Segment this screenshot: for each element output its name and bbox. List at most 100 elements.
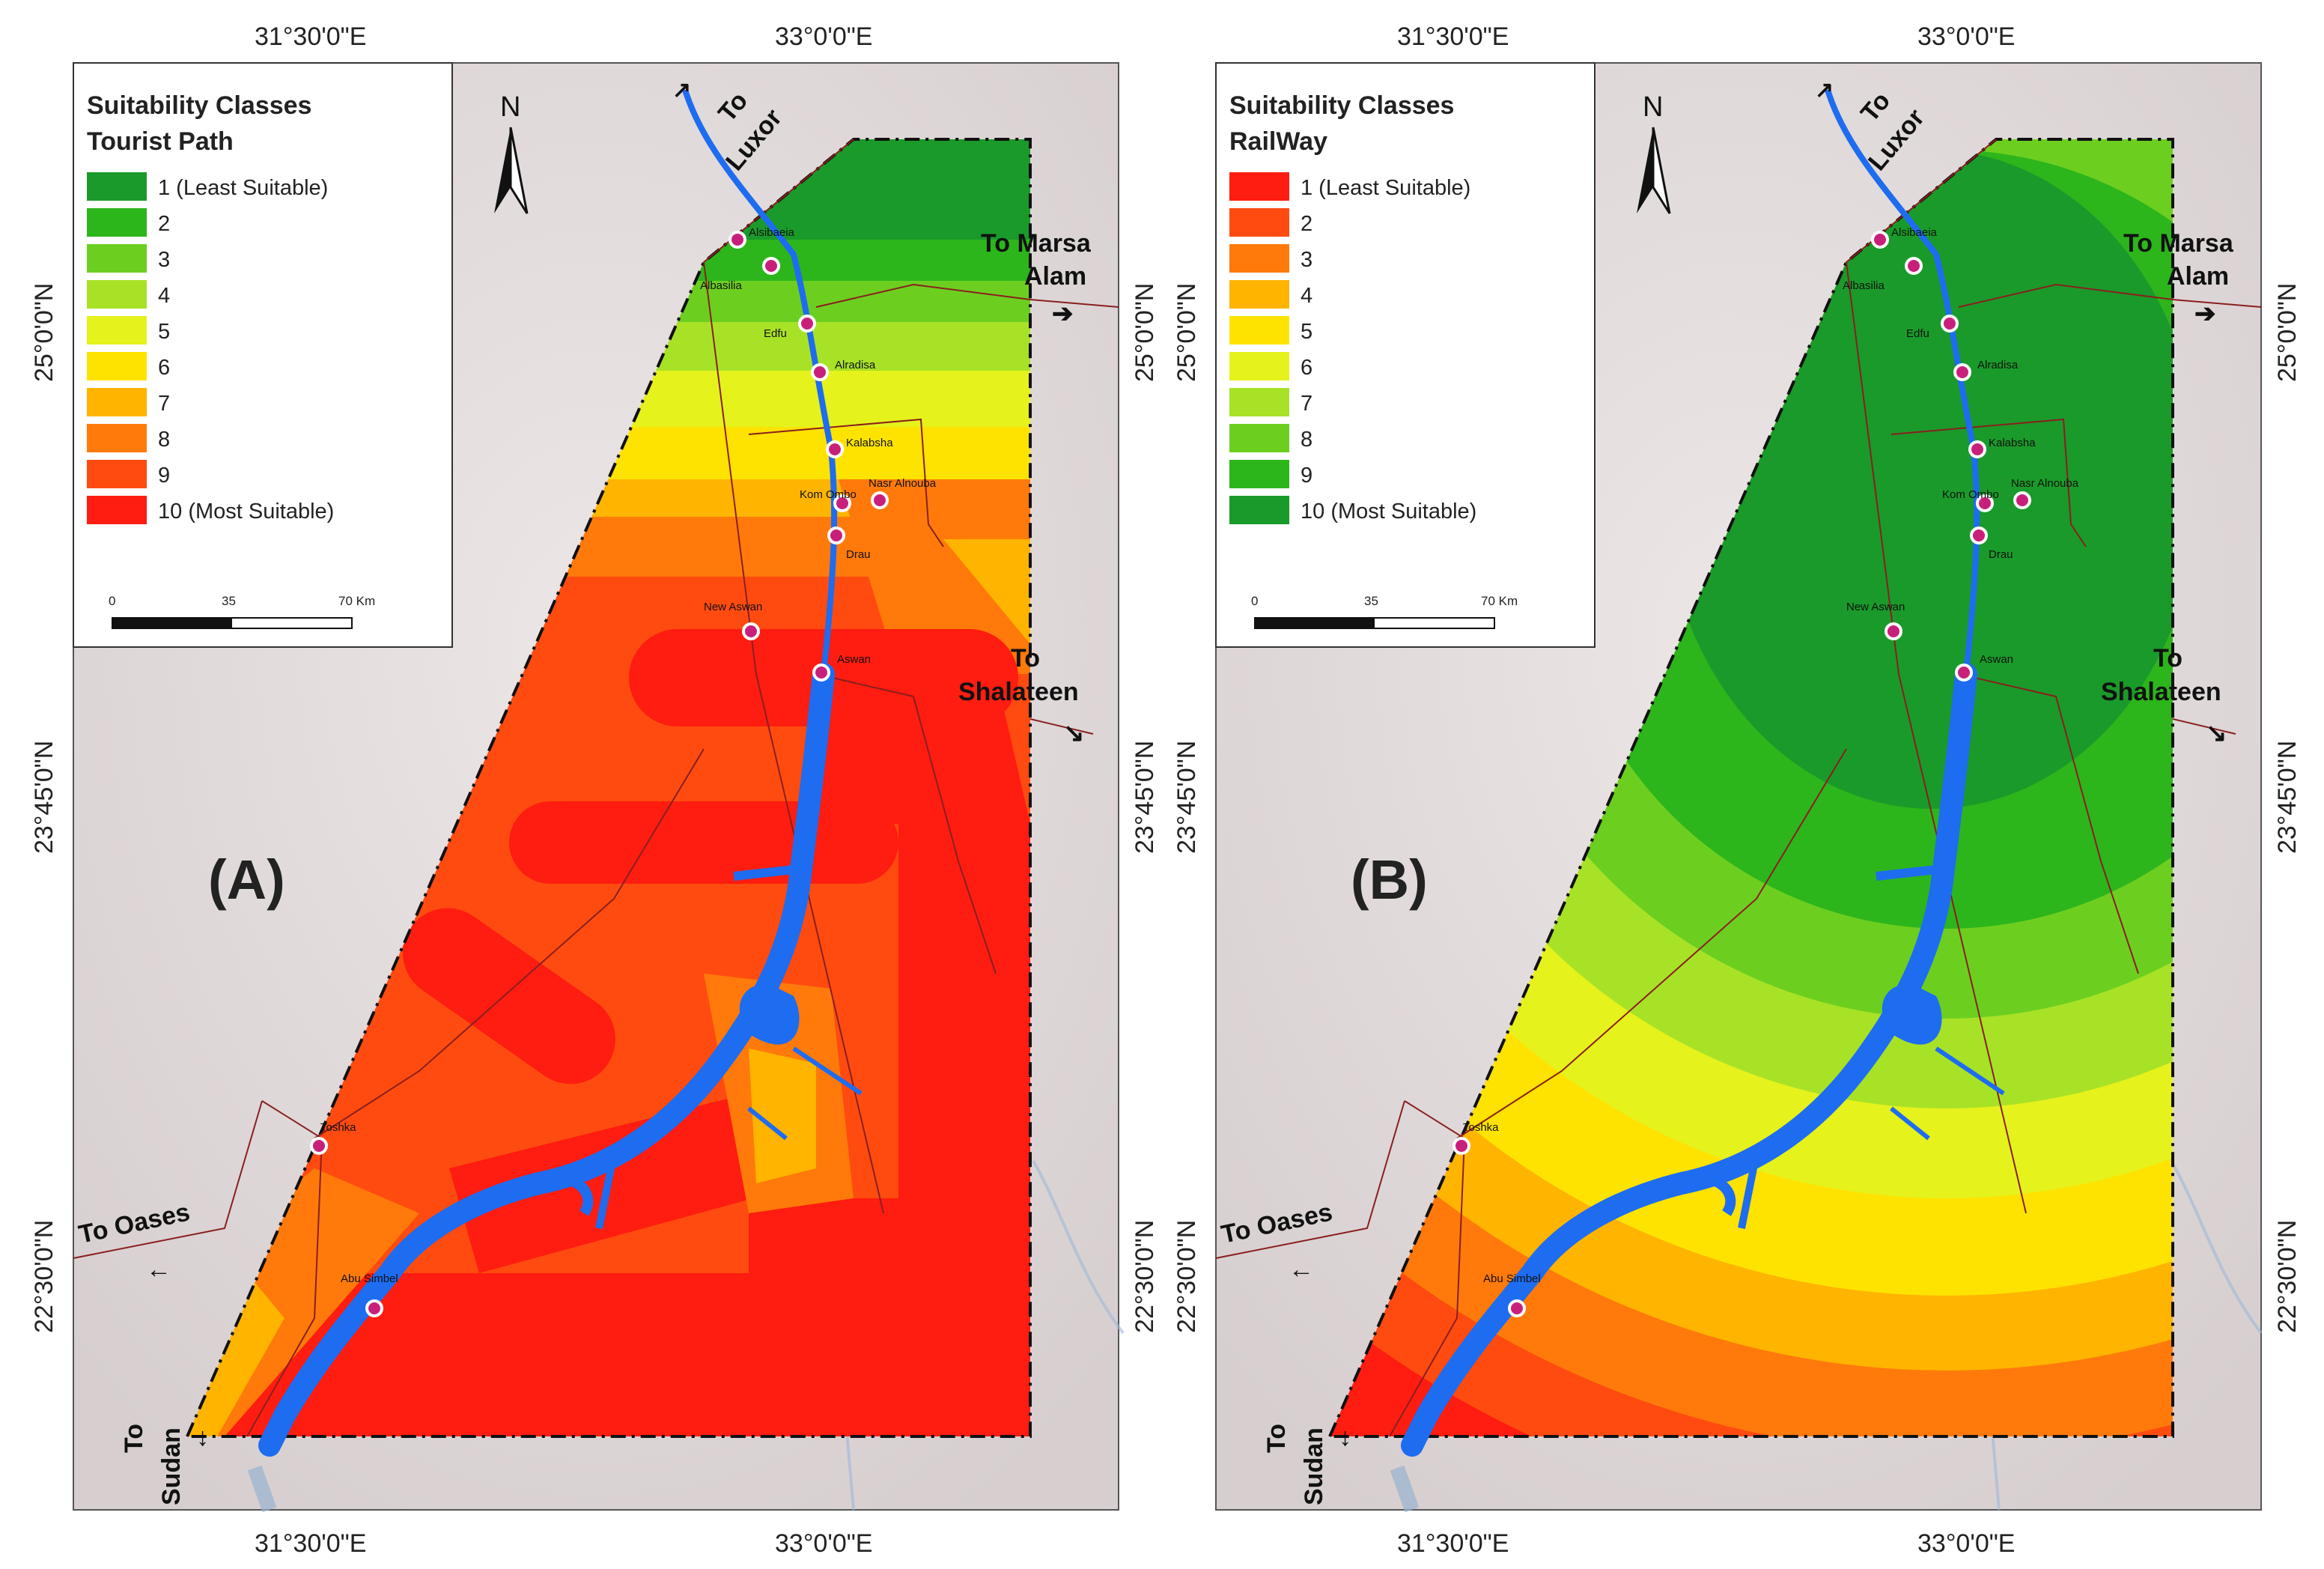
city-marker: Kalabsha	[1968, 437, 2036, 458]
city-marker: Nasr Alnouba	[2011, 477, 2079, 509]
city-marker: Abu Simbel	[341, 1272, 398, 1317]
svg-text:23°45'0"N: 23°45'0"N	[2273, 741, 2302, 854]
legend-label: 7	[1301, 392, 1312, 416]
city-marker: Drau	[1970, 526, 2013, 561]
svg-text:➔: ➔	[1052, 300, 1074, 328]
legend-label: 7	[158, 392, 170, 416]
legend-swatch	[87, 460, 147, 488]
svg-text:33°0'0"E: 33°0'0"E	[775, 1529, 872, 1558]
svg-text:Alsibaeia: Alsibaeia	[1891, 226, 1938, 239]
svg-text:31°30'0"E: 31°30'0"E	[255, 1529, 366, 1558]
svg-text:Shalateen: Shalateen	[958, 678, 1079, 706]
svg-text:Kalabsha: Kalabsha	[1989, 437, 2036, 449]
legend-swatch	[1229, 460, 1289, 488]
svg-text:←: ←	[1289, 1255, 1314, 1284]
legend-swatch	[87, 496, 147, 524]
legend-swatch	[87, 172, 147, 201]
svg-text:Suitability Classes: Suitability Classes	[1229, 91, 1454, 120]
svg-text:0: 0	[109, 594, 115, 608]
legend-label: 3	[158, 248, 170, 272]
svg-text:33°0'0"E: 33°0'0"E	[1917, 22, 2015, 51]
legend-label: 5	[1301, 320, 1312, 344]
legend-label: 10 (Most Suitable)	[158, 500, 334, 523]
legend-items: 1 (Least Suitable) 2 3 4 5 6 7 8 9 10 (Most Suita…	[87, 172, 334, 524]
svg-text:25°0'0"N: 25°0'0"N	[30, 283, 58, 382]
legend-label: 3	[1301, 248, 1312, 272]
svg-text:Alam: Alam	[1024, 262, 1086, 291]
city-marker: Abu Simbel	[1483, 1272, 1541, 1317]
legend-swatch	[1229, 316, 1289, 345]
svg-text:Nasr Alnouba: Nasr Alnouba	[2011, 477, 2079, 490]
legend-swatch	[87, 244, 147, 273]
svg-text:Sudan: Sudan	[157, 1427, 186, 1505]
svg-text:33°0'0"E: 33°0'0"E	[775, 22, 872, 51]
city-marker: Kalabsha	[826, 437, 893, 458]
legend-label: 2	[1301, 212, 1312, 236]
legend-swatch	[1229, 280, 1289, 309]
svg-text:35: 35	[1364, 594, 1378, 608]
city-marker: Edfu	[764, 315, 816, 340]
legend-items: 1 (Least Suitable) 2 3 4 5 6 7 8 9 10 (Most Suita…	[1229, 172, 1476, 524]
svg-text:↘: ↘	[1063, 719, 1085, 747]
svg-text:To: To	[1262, 1424, 1291, 1453]
svg-text:↗: ↗	[1815, 78, 1834, 103]
north-arrow-icon: N	[1637, 91, 1671, 214]
svg-text:New Aswan: New Aswan	[1846, 601, 1905, 613]
legend-label: 4	[158, 284, 170, 308]
svg-text:N: N	[1643, 91, 1663, 123]
svg-text:Edfu: Edfu	[764, 327, 787, 340]
svg-text:To: To	[1011, 644, 1040, 673]
legend-swatch	[1229, 208, 1289, 237]
north-arrow-icon: N	[494, 91, 529, 214]
legend-swatch	[87, 352, 147, 380]
svg-text:35: 35	[222, 594, 236, 608]
svg-text:22°30'0"N: 22°30'0"N	[2273, 1220, 2302, 1333]
scale-bar: 0 35 70 Km	[1251, 594, 1518, 629]
city-marker: Aswan	[1955, 653, 2013, 682]
svg-text:➔: ➔	[2194, 300, 2216, 328]
svg-text:Toshka: Toshka	[1463, 1121, 1499, 1134]
svg-text:25°0'0"N: 25°0'0"N	[1131, 283, 1159, 382]
scale-bar: 0 35 70 Km	[109, 594, 375, 629]
legend-panel-a: Suitability Classes Tourist Path 1 (Leas…	[73, 62, 453, 648]
legend-swatch	[1229, 388, 1289, 416]
legend-label: 1 (Least Suitable)	[1301, 176, 1470, 200]
legend-label: 1 (Least Suitable)	[158, 176, 328, 200]
svg-text:Sudan: Sudan	[1300, 1427, 1328, 1505]
svg-text:23°45'0"N: 23°45'0"N	[1131, 741, 1159, 854]
svg-text:To: To	[2153, 644, 2182, 673]
svg-text:Alradisa: Alradisa	[835, 359, 876, 371]
svg-text:31°30'0"E: 31°30'0"E	[1397, 1529, 1509, 1558]
svg-text:↓: ↓	[196, 1423, 209, 1451]
svg-text:Edfu: Edfu	[1906, 327, 1929, 340]
svg-text:New Aswan: New Aswan	[704, 601, 762, 613]
city-marker: Albasilia	[1843, 257, 1923, 292]
legend-label: 8	[158, 428, 170, 452]
legend-swatch	[1229, 244, 1289, 273]
legend-label: 9	[1301, 464, 1312, 488]
svg-text:70 Km: 70 Km	[1481, 594, 1518, 608]
legend-swatch	[1229, 424, 1289, 452]
svg-text:↘: ↘	[2206, 719, 2227, 747]
svg-text:Abu Simbel: Abu Simbel	[341, 1272, 398, 1285]
legend-swatch	[1229, 172, 1289, 201]
panel-b-label: (B)	[1351, 849, 1428, 911]
svg-text:↗: ↗	[672, 78, 691, 103]
panel-a-axes: 31°30'0"E 33°0'0"E 31°30'0"E 33°0'0"E 25…	[30, 22, 1159, 1558]
svg-text:Alam: Alam	[2167, 262, 2229, 291]
svg-text:Alradisa: Alradisa	[1977, 359, 2019, 371]
svg-text:Shalateen: Shalateen	[2101, 678, 2221, 706]
legend-swatch	[1229, 496, 1289, 524]
svg-text:RailWay: RailWay	[1229, 127, 1327, 156]
panel-b-cities: Alsibaeia Albasilia Edfu Alradisa Kalabs…	[1452, 226, 2079, 1317]
svg-text:22°30'0"N: 22°30'0"N	[30, 1220, 58, 1333]
svg-text:Kom Ombo: Kom Ombo	[1942, 488, 1999, 501]
svg-text:←: ←	[146, 1255, 171, 1284]
city-marker: Alradisa	[1953, 359, 2019, 381]
legend-panel-b: Suitability Classes RailWay 1 (Least Sui…	[1215, 62, 1596, 648]
svg-text:Abu Simbel: Abu Simbel	[1483, 1272, 1541, 1285]
city-marker: Alsibaeia	[728, 226, 795, 249]
city-marker: Aswan	[812, 653, 871, 682]
legend-swatch	[87, 280, 147, 309]
svg-text:↓: ↓	[1339, 1423, 1351, 1451]
